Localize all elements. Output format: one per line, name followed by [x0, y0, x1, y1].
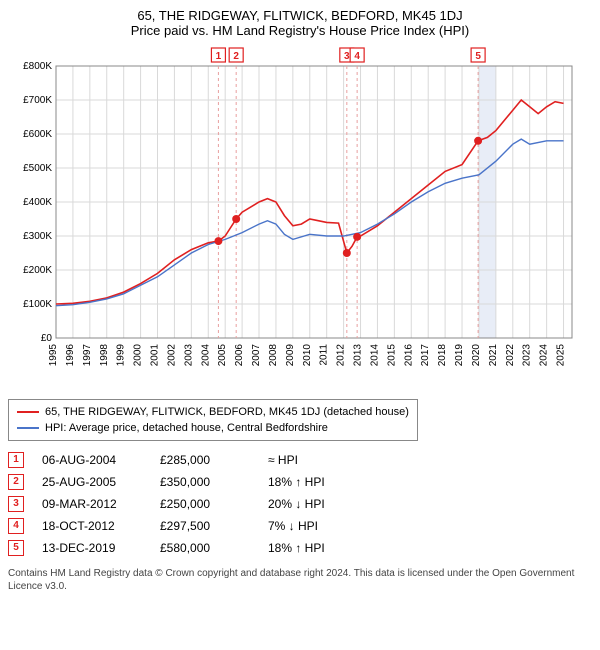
svg-text:£800K: £800K [23, 61, 52, 72]
svg-text:2009: 2009 [285, 344, 296, 367]
transactions-table: 1 06-AUG-2004 £285,000 ≈ HPI 2 25-AUG-2005 £35… [8, 449, 592, 559]
transaction-row: 2 25-AUG-2005 £350,000 18% ↑ HPI [8, 471, 592, 493]
title-sub: Price paid vs. HM Land Registry's House … [8, 23, 592, 38]
svg-text:2024: 2024 [539, 344, 550, 367]
svg-text:1997: 1997 [82, 344, 93, 367]
svg-text:2006: 2006 [234, 344, 245, 367]
svg-text:2: 2 [233, 51, 239, 62]
svg-text:£600K: £600K [23, 129, 52, 140]
svg-text:3: 3 [344, 51, 350, 62]
transaction-date: 06-AUG-2004 [42, 449, 142, 471]
chart-svg: £0 £100K £200K £300K £400K £500K £600K £700K £80… [8, 38, 578, 388]
svg-text:£300K: £300K [23, 231, 52, 242]
svg-text:2015: 2015 [386, 344, 397, 367]
svg-text:2002: 2002 [166, 344, 177, 367]
transaction-change: ≈ HPI [268, 449, 378, 471]
legend: 65, THE RIDGEWAY, FLITWICK, BEDFORD, MK4… [8, 399, 418, 441]
svg-text:4: 4 [354, 51, 360, 62]
transaction-date: 13-DEC-2019 [42, 537, 142, 559]
transaction-badge: 3 [8, 496, 24, 512]
svg-text:2011: 2011 [319, 344, 330, 366]
transaction-change: 20% ↓ HPI [268, 493, 378, 515]
transaction-badge: 2 [8, 474, 24, 490]
svg-text:2003: 2003 [183, 344, 194, 367]
transaction-price: £297,500 [160, 515, 250, 537]
svg-text:1996: 1996 [65, 344, 76, 367]
svg-text:2008: 2008 [268, 344, 279, 367]
svg-text:2000: 2000 [133, 344, 144, 367]
svg-text:2021: 2021 [488, 344, 499, 367]
svg-text:2001: 2001 [150, 344, 161, 367]
transaction-badge: 5 [8, 540, 24, 556]
svg-text:£400K: £400K [23, 197, 52, 208]
transaction-badge: 4 [8, 518, 24, 534]
footnote: Contains HM Land Registry data © Crown c… [8, 567, 592, 593]
legend-swatch [17, 411, 39, 413]
svg-text:£500K: £500K [23, 163, 52, 174]
svg-text:£200K: £200K [23, 265, 52, 276]
svg-text:2023: 2023 [522, 344, 533, 367]
price-chart: £0 £100K £200K £300K £400K £500K £600K £700K £80… [8, 38, 592, 393]
title-address: 65, THE RIDGEWAY, FLITWICK, BEDFORD, MK4… [8, 8, 592, 23]
transaction-row: 5 13-DEC-2019 £580,000 18% ↑ HPI [8, 537, 592, 559]
svg-text:1: 1 [216, 51, 222, 62]
transaction-date: 09-MAR-2012 [42, 493, 142, 515]
svg-text:2025: 2025 [556, 344, 567, 367]
legend-swatch [17, 427, 39, 429]
svg-text:2016: 2016 [403, 344, 414, 367]
transaction-badge: 1 [8, 452, 24, 468]
legend-row: HPI: Average price, detached house, Cent… [17, 420, 409, 436]
svg-text:1995: 1995 [48, 344, 59, 367]
svg-text:2022: 2022 [505, 344, 516, 367]
transaction-date: 25-AUG-2005 [42, 471, 142, 493]
svg-text:£100K: £100K [23, 299, 52, 310]
svg-text:1999: 1999 [116, 344, 127, 367]
legend-label: 65, THE RIDGEWAY, FLITWICK, BEDFORD, MK4… [45, 404, 409, 420]
svg-text:2010: 2010 [302, 344, 313, 367]
svg-text:2013: 2013 [353, 344, 364, 367]
legend-label: HPI: Average price, detached house, Cent… [45, 420, 328, 436]
transaction-row: 1 06-AUG-2004 £285,000 ≈ HPI [8, 449, 592, 471]
transaction-row: 3 09-MAR-2012 £250,000 20% ↓ HPI [8, 493, 592, 515]
svg-text:2004: 2004 [200, 344, 211, 367]
svg-text:£700K: £700K [23, 95, 52, 106]
transaction-price: £350,000 [160, 471, 250, 493]
svg-text:2005: 2005 [217, 344, 228, 367]
transaction-date: 18-OCT-2012 [42, 515, 142, 537]
transaction-price: £250,000 [160, 493, 250, 515]
svg-text:5: 5 [475, 51, 481, 62]
svg-text:2014: 2014 [369, 344, 380, 367]
transaction-price: £285,000 [160, 449, 250, 471]
svg-text:2018: 2018 [437, 344, 448, 367]
transaction-price: £580,000 [160, 537, 250, 559]
transaction-change: 18% ↑ HPI [268, 537, 378, 559]
transaction-change: 7% ↓ HPI [268, 515, 378, 537]
svg-text:2012: 2012 [336, 344, 347, 367]
svg-text:2020: 2020 [471, 344, 482, 367]
svg-text:£0: £0 [41, 333, 53, 344]
transaction-row: 4 18-OCT-2012 £297,500 7% ↓ HPI [8, 515, 592, 537]
transaction-change: 18% ↑ HPI [268, 471, 378, 493]
svg-text:2007: 2007 [251, 344, 262, 367]
svg-text:1998: 1998 [99, 344, 110, 367]
svg-text:2019: 2019 [454, 344, 465, 367]
svg-text:2017: 2017 [420, 344, 431, 367]
legend-row: 65, THE RIDGEWAY, FLITWICK, BEDFORD, MK4… [17, 404, 409, 420]
